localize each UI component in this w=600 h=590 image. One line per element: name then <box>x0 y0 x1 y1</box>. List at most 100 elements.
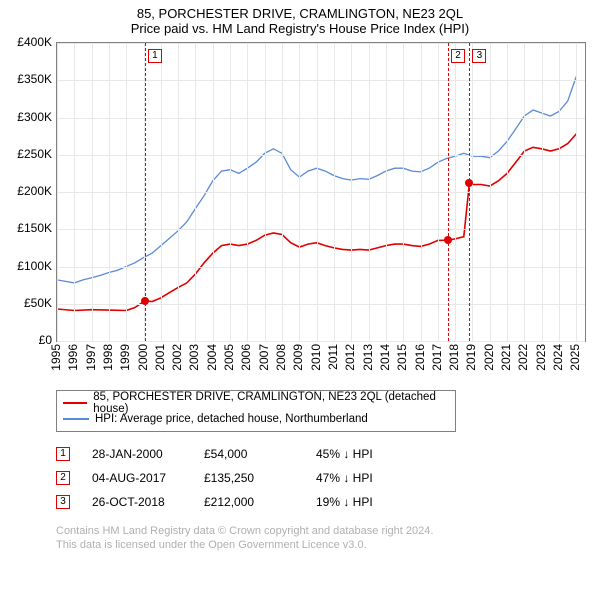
x-tick-label: 1998 <box>101 344 115 371</box>
gridline-h <box>57 155 585 156</box>
x-tick-label: 2021 <box>499 344 513 371</box>
x-tick-label: 1997 <box>84 344 98 371</box>
x-axis: 1995199619971998199920002001200220032004… <box>56 342 586 382</box>
x-tick-label: 2006 <box>239 344 253 371</box>
gridline-v <box>559 43 560 341</box>
gridline-v <box>524 43 525 341</box>
sales-row-delta: 19% ↓ HPI <box>316 495 406 509</box>
gridline-v <box>57 43 58 341</box>
sales-row-marker: 2 <box>56 471 70 485</box>
legend-swatch <box>63 402 87 404</box>
sale-vline <box>448 43 449 341</box>
x-tick-label: 2011 <box>326 344 340 370</box>
gridline-v <box>161 43 162 341</box>
plot-region: 1 23 <box>56 42 586 342</box>
x-tick-label: 2002 <box>170 344 184 371</box>
plot-area: £0£50K£100K£150K£200K£250K£300K£350K£400… <box>8 42 592 382</box>
gridline-v <box>507 43 508 341</box>
sales-row-price: £212,000 <box>204 495 294 509</box>
footer-line1: Contains HM Land Registry data © Crown c… <box>56 524 592 538</box>
gridline-v <box>351 43 352 341</box>
y-tick-label: £150K <box>17 221 52 235</box>
x-tick-label: 2017 <box>430 344 444 371</box>
chart-title-address: 85, PORCHESTER DRIVE, CRAMLINGTON, NE23 … <box>8 6 592 21</box>
gridline-h <box>57 80 585 81</box>
x-tick-label: 2003 <box>187 344 201 371</box>
gridline-v <box>421 43 422 341</box>
x-tick-label: 2008 <box>274 344 288 371</box>
gridline-h <box>57 267 585 268</box>
y-tick-label: £200K <box>17 184 52 198</box>
gridline-v <box>490 43 491 341</box>
gridline-v <box>126 43 127 341</box>
gridline-v <box>195 43 196 341</box>
sales-row-marker: 1 <box>56 447 70 461</box>
sales-row-date: 26-OCT-2018 <box>92 495 182 509</box>
sales-row: 1 28-JAN-2000 £54,000 45% ↓ HPI <box>56 442 592 466</box>
x-tick-label: 2014 <box>378 344 392 371</box>
sales-row: 3 26-OCT-2018 £212,000 19% ↓ HPI <box>56 490 592 514</box>
x-tick-label: 2024 <box>551 344 565 371</box>
sale-marker-box: 3 <box>472 49 486 63</box>
sales-row-delta: 45% ↓ HPI <box>316 447 406 461</box>
attribution-footer: Contains HM Land Registry data © Crown c… <box>56 524 592 553</box>
sales-table: 128-JAN-2000£54,00045% ↓ HPI204-AUG-2017… <box>56 442 592 514</box>
gridline-h <box>57 118 585 119</box>
sales-row-marker: 3 <box>56 495 70 509</box>
gridline-v <box>369 43 370 341</box>
sales-row-date: 28-JAN-2000 <box>92 447 182 461</box>
sale-dot <box>444 236 452 244</box>
x-tick-label: 2000 <box>136 344 150 371</box>
gridline-v <box>386 43 387 341</box>
chart-container: 85, PORCHESTER DRIVE, CRAMLINGTON, NE23 … <box>0 0 600 561</box>
legend-row: 85, PORCHESTER DRIVE, CRAMLINGTON, NE23 … <box>63 395 449 411</box>
gridline-v <box>576 43 577 341</box>
gridline-v <box>438 43 439 341</box>
gridline-v <box>455 43 456 341</box>
sale-vline <box>469 43 470 341</box>
gridline-v <box>213 43 214 341</box>
gridline-v <box>282 43 283 341</box>
x-tick-label: 2025 <box>568 344 582 371</box>
x-tick-label: 2013 <box>361 344 375 371</box>
gridline-v <box>265 43 266 341</box>
y-tick-label: £50K <box>24 296 52 310</box>
gridline-v <box>92 43 93 341</box>
x-tick-label: 2018 <box>447 344 461 371</box>
gridline-v <box>247 43 248 341</box>
x-tick-label: 2012 <box>343 344 357 371</box>
x-tick-label: 1999 <box>118 344 132 371</box>
sale-marker-box: 1 <box>148 49 162 63</box>
y-tick-label: £250K <box>17 147 52 161</box>
y-tick-label: £100K <box>17 259 52 273</box>
sales-row-price: £54,000 <box>204 447 294 461</box>
x-tick-label: 2009 <box>291 344 305 371</box>
sale-marker-box: 2 <box>451 49 465 63</box>
gridline-v <box>403 43 404 341</box>
legend: 85, PORCHESTER DRIVE, CRAMLINGTON, NE23 … <box>56 390 456 432</box>
sale-dot <box>141 297 149 305</box>
x-tick-label: 2005 <box>222 344 236 371</box>
x-tick-label: 2023 <box>534 344 548 371</box>
x-tick-label: 2010 <box>309 344 323 371</box>
x-tick-label: 2019 <box>464 344 478 371</box>
x-tick-label: 2022 <box>516 344 530 371</box>
gridline-v <box>230 43 231 341</box>
x-tick-label: 2007 <box>257 344 271 371</box>
sales-row-delta: 47% ↓ HPI <box>316 471 406 485</box>
legend-label: HPI: Average price, detached house, Nort… <box>95 413 368 425</box>
x-tick-label: 2020 <box>482 344 496 371</box>
footer-line2: This data is licensed under the Open Gov… <box>56 538 592 552</box>
gridline-v <box>109 43 110 341</box>
x-tick-label: 1996 <box>66 344 80 371</box>
legend-swatch <box>63 418 89 420</box>
gridline-v <box>178 43 179 341</box>
gridline-h <box>57 43 585 44</box>
sales-row-price: £135,250 <box>204 471 294 485</box>
y-tick-label: £300K <box>17 110 52 124</box>
legend-label: 85, PORCHESTER DRIVE, CRAMLINGTON, NE23 … <box>93 391 449 415</box>
x-tick-label: 2001 <box>153 344 167 371</box>
x-tick-label: 2016 <box>413 344 427 371</box>
x-tick-label: 2015 <box>395 344 409 371</box>
gridline-v <box>542 43 543 341</box>
